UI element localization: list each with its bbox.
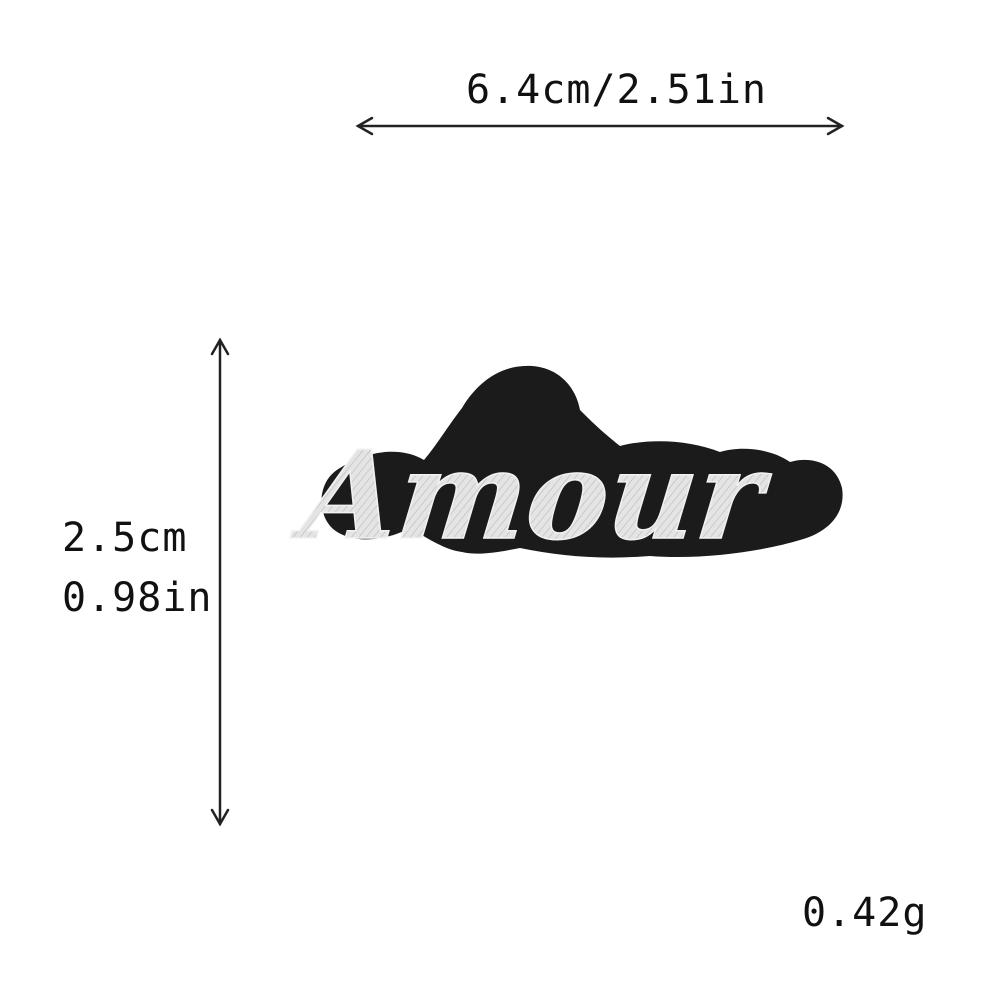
width-dimension-label: 6.4cm/2.51in: [466, 70, 767, 110]
height-in-label: 0.98in: [62, 578, 213, 618]
height-cm-label: 2.5cm: [62, 518, 187, 558]
weight-label: 0.42g: [802, 893, 927, 933]
patch-text: Amour: [286, 423, 777, 567]
